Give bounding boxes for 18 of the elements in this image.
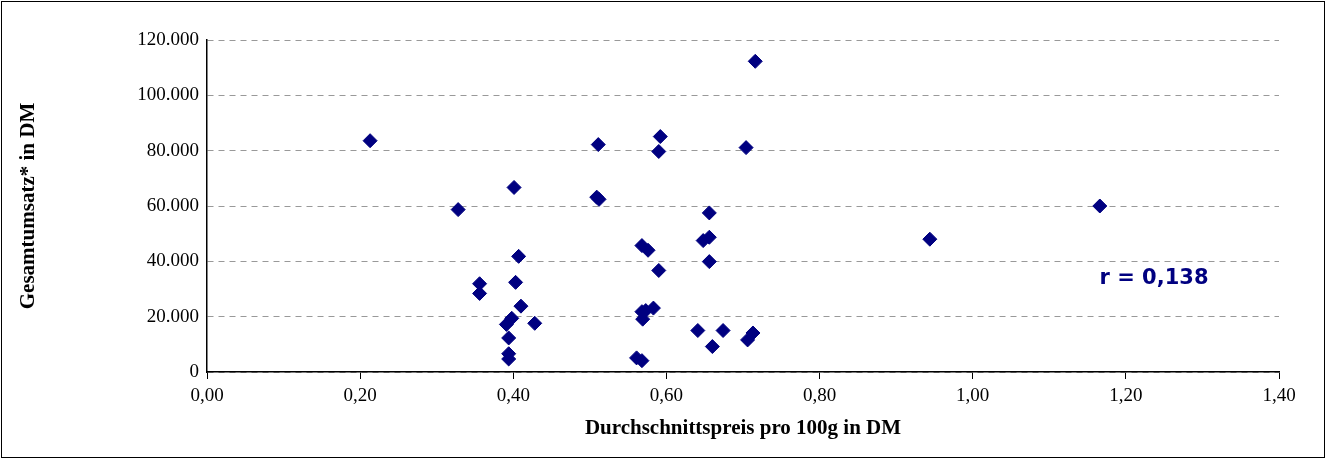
x-axis-title: Durchschnittspreis pro 100g in DM — [584, 414, 902, 439]
y-axis-title: Gesamtumsatz* in DM — [15, 102, 40, 310]
y-tick-label: 0 — [189, 359, 199, 381]
y-tick-label: 60.000 — [146, 193, 199, 215]
x-tick-label: 0,00 — [190, 384, 224, 406]
annotation: r = 0,138 — [1099, 265, 1209, 290]
x-tick-label: 0,60 — [649, 384, 684, 406]
x-tick-label: 1,20 — [1109, 384, 1143, 406]
x-tick-label: 1,00 — [956, 384, 990, 406]
y-tick-label: 100.000 — [137, 83, 199, 105]
y-tick-label: 80.000 — [146, 138, 199, 160]
x-tick-label: 0,80 — [802, 384, 837, 406]
x-tick-label: 0,20 — [343, 384, 377, 406]
x-tick-label: 1,40 — [1262, 384, 1296, 406]
y-tick-label: 120.000 — [137, 27, 199, 49]
y-tick-label: 20.000 — [146, 304, 199, 326]
y-tick-label: 40.000 — [146, 249, 199, 271]
x-tick-label: 0,40 — [496, 384, 530, 406]
